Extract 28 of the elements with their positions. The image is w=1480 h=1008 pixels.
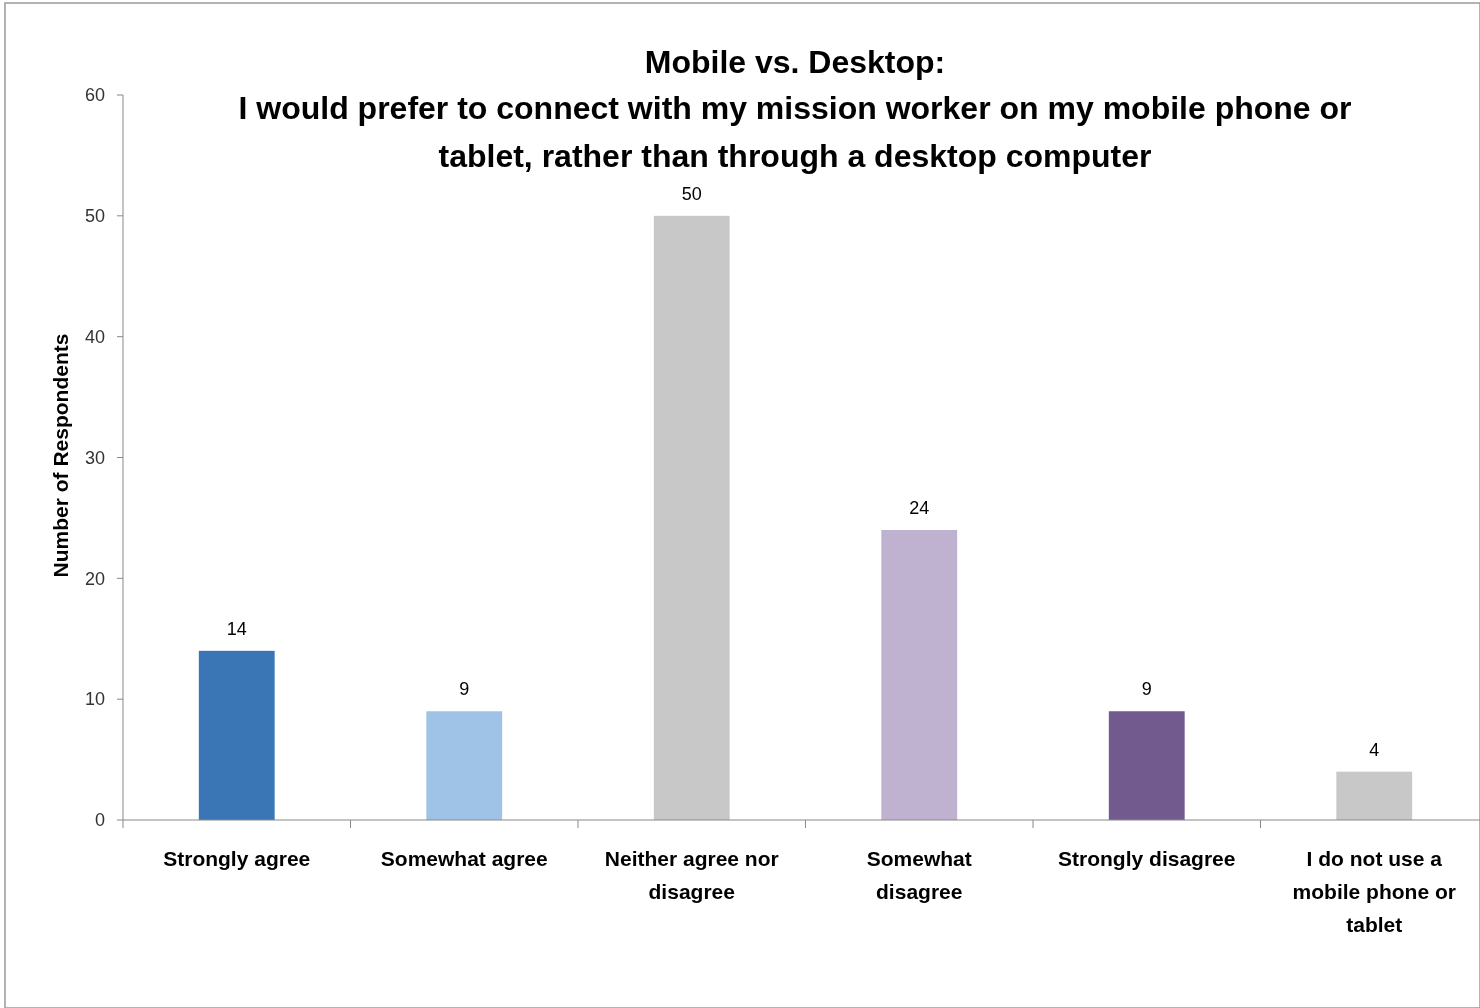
y-tick-label: 0: [94, 810, 105, 831]
bar: [1108, 711, 1185, 820]
x-tick-label: Neither agree nor disagree: [604, 847, 779, 903]
y-tick-label: 30: [84, 447, 105, 468]
x-tick-label: Strongly disagree: [1058, 847, 1236, 870]
bar: [1336, 771, 1413, 820]
chart-title: Mobile vs. Desktop:: [644, 44, 946, 80]
x-tick-label: Somewhat disagree: [866, 847, 972, 903]
data-label: 9: [459, 679, 470, 700]
bar: [881, 530, 958, 820]
x-tick-label: Strongly agree: [163, 847, 311, 870]
y-tick-label: 40: [84, 326, 105, 347]
text: I would prefer to connect with my mission worker on my mobile phone or tablet, rather than through a desktop computer: [238, 90, 1352, 174]
y-tick-label: 50: [84, 206, 105, 227]
y-tick-label: 10: [84, 689, 105, 710]
x-tick-label: I do not use a mobile phone or tablet: [1292, 847, 1456, 936]
y-axis-title: Number of Respondents: [49, 333, 72, 578]
data-label: 4: [1369, 739, 1380, 760]
data-label: 9: [1141, 679, 1152, 700]
bar: [653, 215, 730, 820]
y-tick-label: 60: [84, 85, 105, 106]
bar: [426, 711, 503, 820]
x-tick-label: Somewhat agree: [380, 847, 548, 870]
y-tick-label: 20: [84, 568, 105, 589]
data-label: 50: [681, 183, 702, 204]
bar: [198, 650, 275, 820]
data-label: 14: [226, 618, 247, 639]
data-label: 24: [909, 498, 930, 518]
